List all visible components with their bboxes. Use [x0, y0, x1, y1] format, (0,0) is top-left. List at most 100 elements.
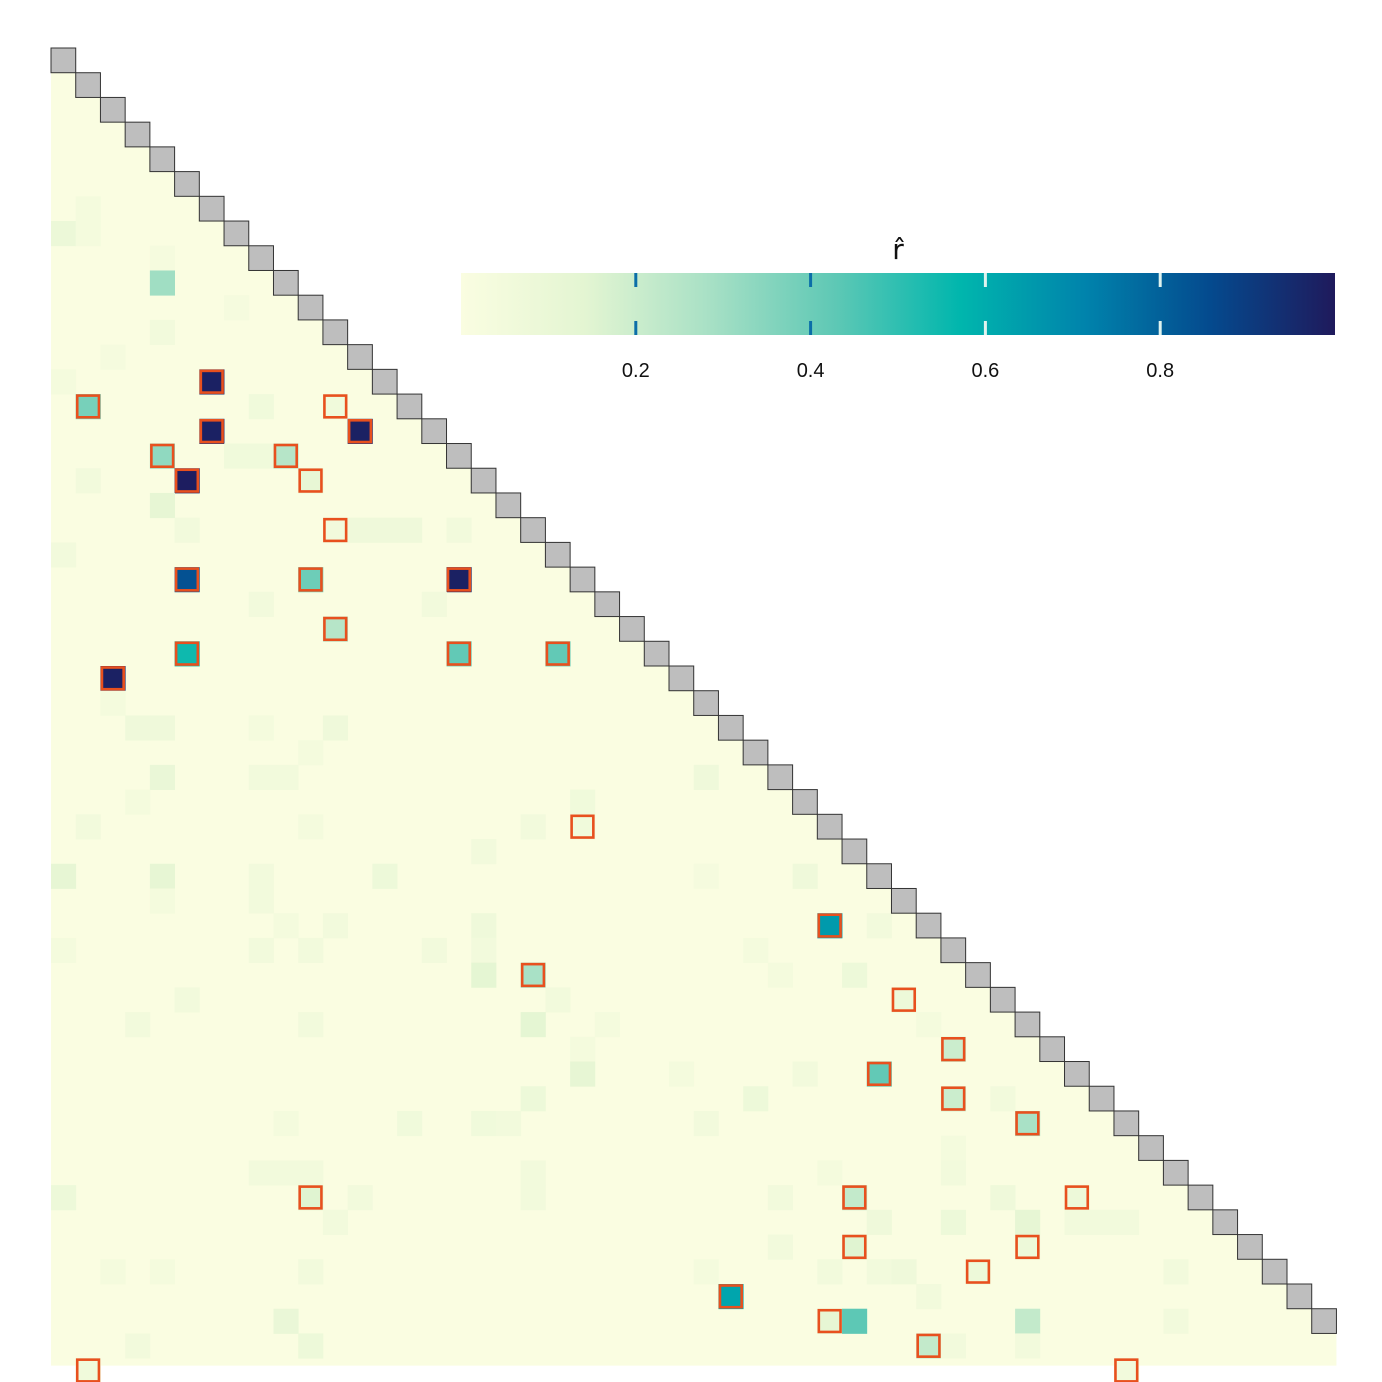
diagonal-cell	[248, 245, 274, 271]
diagonal-cell	[446, 443, 472, 469]
highlighted-cell-outline	[570, 814, 595, 839]
highlighted-cell-outline	[174, 468, 200, 493]
heatmap-cell	[792, 863, 818, 889]
highlighted-cell-outline	[174, 641, 200, 666]
heatmap-cell	[446, 517, 472, 543]
diagonal-cell	[1113, 1110, 1140, 1137]
heatmap-cell	[100, 1259, 126, 1285]
heatmap-cell	[248, 764, 274, 790]
heatmap-cell	[570, 814, 596, 840]
heatmap-cell	[174, 567, 200, 593]
legend: r̂ 0.2 0.4 0.6 0.8	[461, 233, 1335, 382]
heatmap-cell	[1015, 1333, 1041, 1359]
heatmap-cell	[298, 1012, 324, 1038]
heatmap-cell	[149, 764, 175, 790]
heatmap-cell	[990, 1185, 1016, 1211]
heatmap-cell	[125, 1333, 151, 1359]
legend-title: r̂	[892, 233, 904, 266]
heatmap-cell	[75, 394, 101, 420]
highlighted-cell-outline	[298, 1185, 323, 1210]
heatmap-cell	[372, 517, 398, 543]
heatmap-cell	[149, 888, 175, 914]
matrix-background-fill	[51, 72, 1337, 1366]
heatmap-cell	[248, 715, 274, 741]
heatmap-cell	[224, 443, 250, 469]
heatmap-cell	[149, 863, 175, 889]
heatmap-cell	[174, 517, 200, 543]
heatmap-cell	[1064, 1209, 1090, 1235]
highlighted-cell-outline	[446, 567, 472, 592]
heatmap-cell	[520, 1185, 546, 1211]
diagonal-cell	[693, 690, 719, 716]
heatmap-cell	[273, 1308, 299, 1334]
heatmap-cell	[1113, 1358, 1140, 1382]
heatmap-cell	[817, 913, 843, 939]
highlighted-cell-outline	[273, 443, 299, 469]
heatmap-cell	[545, 641, 571, 667]
diagonal-cell	[915, 912, 942, 939]
heatmap-cell	[693, 1259, 719, 1285]
diagonal-cell	[223, 220, 250, 247]
heatmap-cell	[125, 1012, 151, 1038]
heatmap-cell	[842, 1308, 868, 1334]
heatmap-cell	[248, 591, 274, 617]
heatmap-cell	[520, 962, 546, 988]
heatmap-cell	[322, 1209, 349, 1235]
legend-tick-label: 0.8	[1146, 360, 1174, 382]
heatmap-cell	[1015, 1234, 1041, 1260]
matrix-background	[51, 72, 1337, 1366]
heatmap-cell	[965, 1259, 991, 1285]
highlighted-cell-outline	[842, 1185, 867, 1210]
heatmap-cell	[916, 1284, 942, 1310]
highlighted-cell-outline	[941, 1037, 966, 1062]
heatmap-cell	[940, 1333, 967, 1359]
heatmap-cell	[767, 962, 793, 988]
diagonal-cell	[1237, 1234, 1263, 1260]
legend-ticks: 0.2 0.4 0.6 0.8	[622, 273, 1174, 382]
legend-tick-label: 0.2	[622, 360, 650, 382]
highlighted-cell-outline	[866, 1061, 892, 1087]
highlighted-cell-outline	[298, 468, 323, 493]
diagonal-cell	[520, 517, 546, 543]
diagonal-cell	[396, 393, 423, 420]
heatmap-cell	[743, 1086, 769, 1112]
highlighted-cell-outline	[446, 641, 472, 666]
heatmap-cell	[347, 418, 373, 444]
heatmap-cell	[520, 814, 546, 840]
heatmap-cell	[1163, 1259, 1189, 1285]
heatmap-cell	[224, 295, 250, 321]
heatmap-cell	[767, 1185, 793, 1211]
highlighted-cell-outline	[817, 913, 842, 938]
heatmap-cell	[174, 468, 200, 494]
heatmap-cell	[149, 319, 175, 346]
diagonal-cell	[495, 492, 522, 519]
highlighted-cell-outline	[842, 1234, 867, 1260]
heatmap-cell	[743, 937, 769, 964]
diagonal-cell	[99, 96, 126, 123]
highlighted-cell-outline	[174, 567, 200, 592]
legend-tick-label: 0.6	[971, 360, 999, 382]
diagonal-cell	[965, 962, 991, 988]
diagonal-cell	[742, 739, 769, 766]
heatmap-cell	[891, 1259, 917, 1285]
heatmap-cell	[298, 567, 324, 593]
heatmap-cell	[693, 764, 719, 790]
heatmap-cell	[174, 987, 200, 1013]
diagonal-cell	[371, 368, 398, 395]
heatmap-cell	[446, 641, 472, 667]
heatmap-cell	[149, 443, 175, 469]
heatmap-cell	[940, 1160, 967, 1186]
heatmap-cell	[273, 913, 299, 939]
diagonal-cell	[347, 344, 373, 370]
diagonal-cell	[792, 789, 818, 815]
heatmap-cell	[570, 789, 596, 815]
highlighted-cell-outline	[323, 394, 348, 419]
highlighted-cell-outline	[718, 1284, 743, 1309]
heatmap-cell	[471, 937, 497, 964]
heatmap-cell	[51, 369, 77, 395]
diagonal-cell	[50, 47, 77, 74]
heatmap-cell	[248, 888, 274, 914]
heatmap-cell	[149, 270, 175, 296]
diagonal-cell	[816, 813, 843, 840]
heatmap-cell	[495, 1110, 522, 1137]
